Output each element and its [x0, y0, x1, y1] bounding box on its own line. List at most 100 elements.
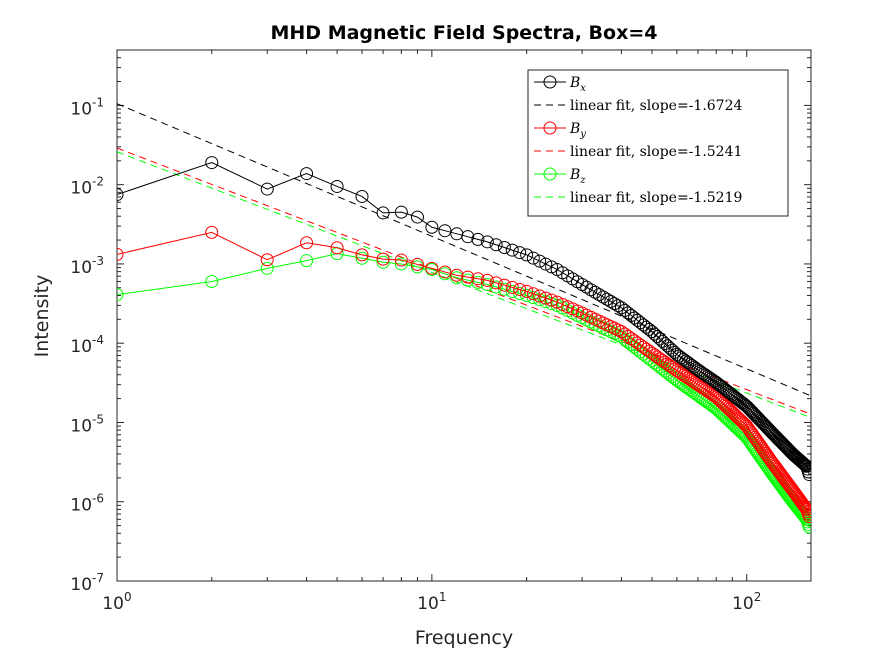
data-point-y	[205, 225, 219, 239]
data-point-x	[520, 248, 534, 262]
data-point-x	[650, 330, 664, 344]
data-series	[117, 156, 811, 534]
data-point-y	[355, 248, 369, 262]
data-point-y	[480, 273, 494, 287]
data-point-y	[520, 284, 534, 298]
data-point-x	[410, 210, 424, 224]
data-point-x	[801, 462, 811, 476]
data-point-y	[797, 499, 811, 513]
data-point-y	[425, 261, 439, 275]
data-point-y	[539, 291, 553, 305]
data-point-x	[604, 294, 618, 308]
data-point-y	[394, 253, 408, 267]
y-tick-label: 10-3	[70, 254, 104, 278]
x-tick-label: 102	[732, 590, 761, 614]
data-point-y	[376, 252, 390, 266]
legend-label-z: Bz	[569, 167, 586, 186]
data-point-x	[658, 337, 672, 351]
data-point-y	[614, 325, 628, 339]
data-point-x	[618, 303, 632, 317]
data-point-x	[600, 292, 614, 306]
data-point-x	[801, 465, 811, 479]
data-point-y	[801, 505, 811, 519]
fit-line-x	[117, 103, 811, 397]
data-point-y	[533, 289, 547, 303]
data-point-z	[802, 520, 811, 534]
y-tick-label: 10-1	[70, 95, 104, 119]
data-point-y	[800, 502, 811, 516]
data-point-y	[300, 236, 314, 250]
y-tick-label: 10-5	[70, 412, 104, 436]
legend-fit-label-x: linear fit, slope=-1.6724	[570, 98, 742, 114]
data-point-x	[607, 297, 621, 311]
data-point-x	[584, 283, 598, 297]
data-point-x	[611, 299, 625, 313]
data-point-y	[471, 272, 485, 286]
y-axis-label: Intensity	[31, 275, 53, 358]
data-point-x	[596, 290, 610, 304]
legend-marker-z	[543, 167, 557, 181]
legend-marker-x	[543, 75, 557, 89]
data-point-x	[497, 241, 511, 255]
axis-ticks: 100 101 102 10-7 10-6 10-5 10-4 10-3 10-2 10-1	[70, 49, 811, 614]
data-point-x	[526, 251, 540, 265]
data-point-y	[665, 360, 679, 374]
data-point-x	[539, 257, 553, 271]
y-tick-label: 10-6	[70, 492, 104, 516]
data-point-x	[614, 301, 628, 315]
data-point-y	[621, 329, 635, 343]
data-point-y	[802, 510, 811, 524]
data-point-y	[513, 282, 527, 296]
fit-line-z	[117, 151, 811, 419]
data-point-x	[660, 339, 674, 353]
data-point-y	[658, 355, 672, 369]
x-tick-label: 101	[417, 590, 446, 614]
data-point-y	[260, 253, 274, 267]
data-point-x	[795, 455, 809, 469]
data-point-x	[653, 332, 667, 346]
data-point-z	[394, 257, 408, 271]
data-point-z	[355, 251, 369, 265]
data-point-x	[480, 235, 494, 249]
data-point-y	[505, 280, 519, 294]
data-point-y	[410, 257, 424, 271]
data-point-z	[300, 254, 314, 268]
legend-label-y: By	[569, 121, 586, 140]
data-point-z	[801, 517, 811, 531]
data-point-x	[738, 398, 752, 412]
y-tick-label: 10-2	[70, 175, 104, 199]
data-point-y	[618, 327, 632, 341]
data-point-x	[425, 220, 439, 234]
x-axis-label: Frequency	[415, 627, 513, 649]
data-point-z	[471, 275, 485, 289]
data-point-x	[355, 189, 369, 203]
data-point-x	[489, 238, 503, 252]
data-point-x	[588, 285, 602, 299]
data-point-x	[471, 232, 485, 246]
data-point-y	[438, 265, 452, 279]
legend-fit-label-z: linear fit, slope=-1.5219	[570, 190, 742, 206]
data-point-x	[709, 375, 723, 389]
data-point-z	[489, 280, 503, 294]
data-point-x	[533, 254, 547, 268]
data-point-x	[674, 351, 688, 365]
data-point-y	[799, 501, 811, 515]
data-point-y	[796, 497, 810, 511]
data-point-y	[663, 359, 677, 373]
data-point-y	[660, 357, 674, 371]
data-point-z	[205, 275, 219, 289]
legend-box	[527, 69, 789, 217]
data-point-x	[330, 179, 344, 193]
data-point-x	[802, 468, 811, 482]
data-point-x	[670, 348, 684, 362]
data-point-x	[260, 182, 274, 196]
data-point-z	[480, 278, 494, 292]
data-point-x	[376, 206, 390, 220]
data-point-z	[461, 273, 475, 287]
data-point-x	[438, 224, 452, 238]
data-point-y	[801, 507, 811, 521]
data-point-z	[497, 282, 511, 296]
data-point-z	[260, 261, 274, 275]
data-point-z	[801, 515, 811, 529]
